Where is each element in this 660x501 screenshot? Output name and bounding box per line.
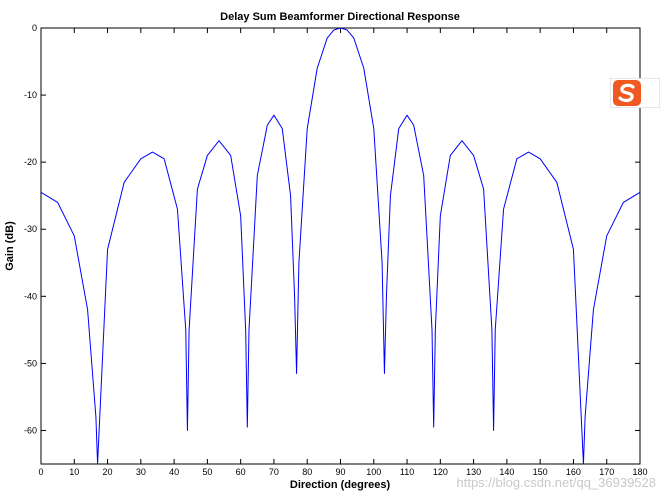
series-line [41,28,640,464]
x-tick-label: 60 [236,467,246,477]
chart-title: Delay Sum Beamformer Directional Respons… [220,11,460,23]
watermark: https://blog.csdn.net/qq_36939528 [456,475,657,490]
y-tick-label: -10 [24,90,37,100]
y-tick-label: -30 [24,224,37,234]
x-tick-label: 80 [302,467,312,477]
y-tick-label: -60 [24,425,37,435]
y-tick-label: 0 [32,23,37,33]
x-tick-label: 10 [69,467,79,477]
x-tick-label: 70 [269,467,279,477]
x-tick-label: 110 [400,467,414,477]
y-tick-label: -20 [24,157,37,167]
x-tick-label: 40 [169,467,179,477]
x-tick-label: 150 [533,467,548,477]
x-tick-label: 30 [136,467,146,477]
x-tick-label: 180 [632,467,647,477]
y-tick-label: -40 [24,291,37,301]
x-tick-label: 160 [566,467,581,477]
x-tick-label: 170 [599,467,614,477]
x-tick-label: 100 [366,467,381,477]
x-axis-label: Direction (degrees) [290,479,391,491]
x-tick-label: 50 [202,467,212,477]
plot-area: 0 10 20 30 40 50 60 70 80 90 100 110 120 130 140 150 160… [24,23,648,477]
x-tick-label: 90 [335,467,345,477]
x-tick-label: 130 [466,467,481,477]
x-tick-label: 0 [38,467,43,477]
x-tick-label: 120 [433,467,448,477]
sogou-ime-icon[interactable] [609,77,660,109]
y-axis-label: Gain (dB) [4,221,16,271]
x-tick-label: 140 [499,467,514,477]
y-tick-label: -50 [24,358,37,368]
x-tick-label: 20 [103,467,113,477]
